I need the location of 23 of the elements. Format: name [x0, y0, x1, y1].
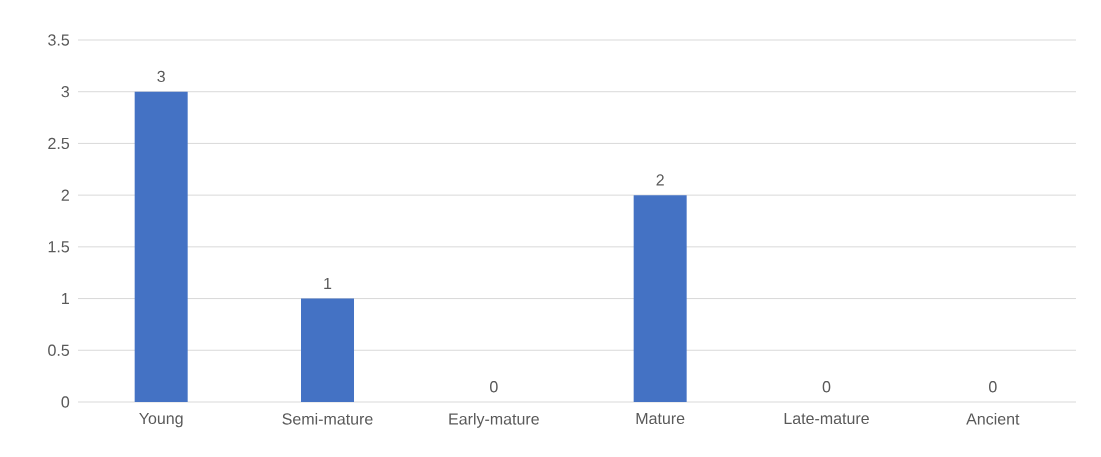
data-label: 0 [490, 381, 498, 393]
x-tick-label: Late-mature [784, 412, 869, 425]
data-label: 2 [656, 174, 664, 186]
bar [633, 195, 687, 402]
y-tick-label: 2.5 [48, 137, 70, 150]
x-tick-label: Ancient [966, 412, 1020, 425]
data-label: 0 [822, 381, 831, 393]
y-tick-label: 1 [62, 293, 69, 305]
data-label: 1 [324, 277, 332, 289]
y-tick-label: 3.5 [48, 34, 70, 46]
y-tick-label: 1.5 [48, 241, 70, 253]
y-tick-label: 2 [61, 189, 69, 201]
y-tick-label: 0 [61, 396, 70, 408]
bar [301, 298, 355, 402]
bar [134, 91, 188, 402]
y-tick-label: 0.5 [48, 344, 70, 356]
y-tick-label: 3 [61, 86, 70, 98]
x-tick-label: Semi-mature [282, 412, 373, 425]
x-tick-label: Young [139, 412, 183, 428]
x-tick-label: Mature [636, 412, 685, 425]
x-tick-label: Early-mature [449, 412, 539, 428]
data-label: 3 [157, 70, 165, 83]
data-label: 0 [989, 381, 997, 393]
